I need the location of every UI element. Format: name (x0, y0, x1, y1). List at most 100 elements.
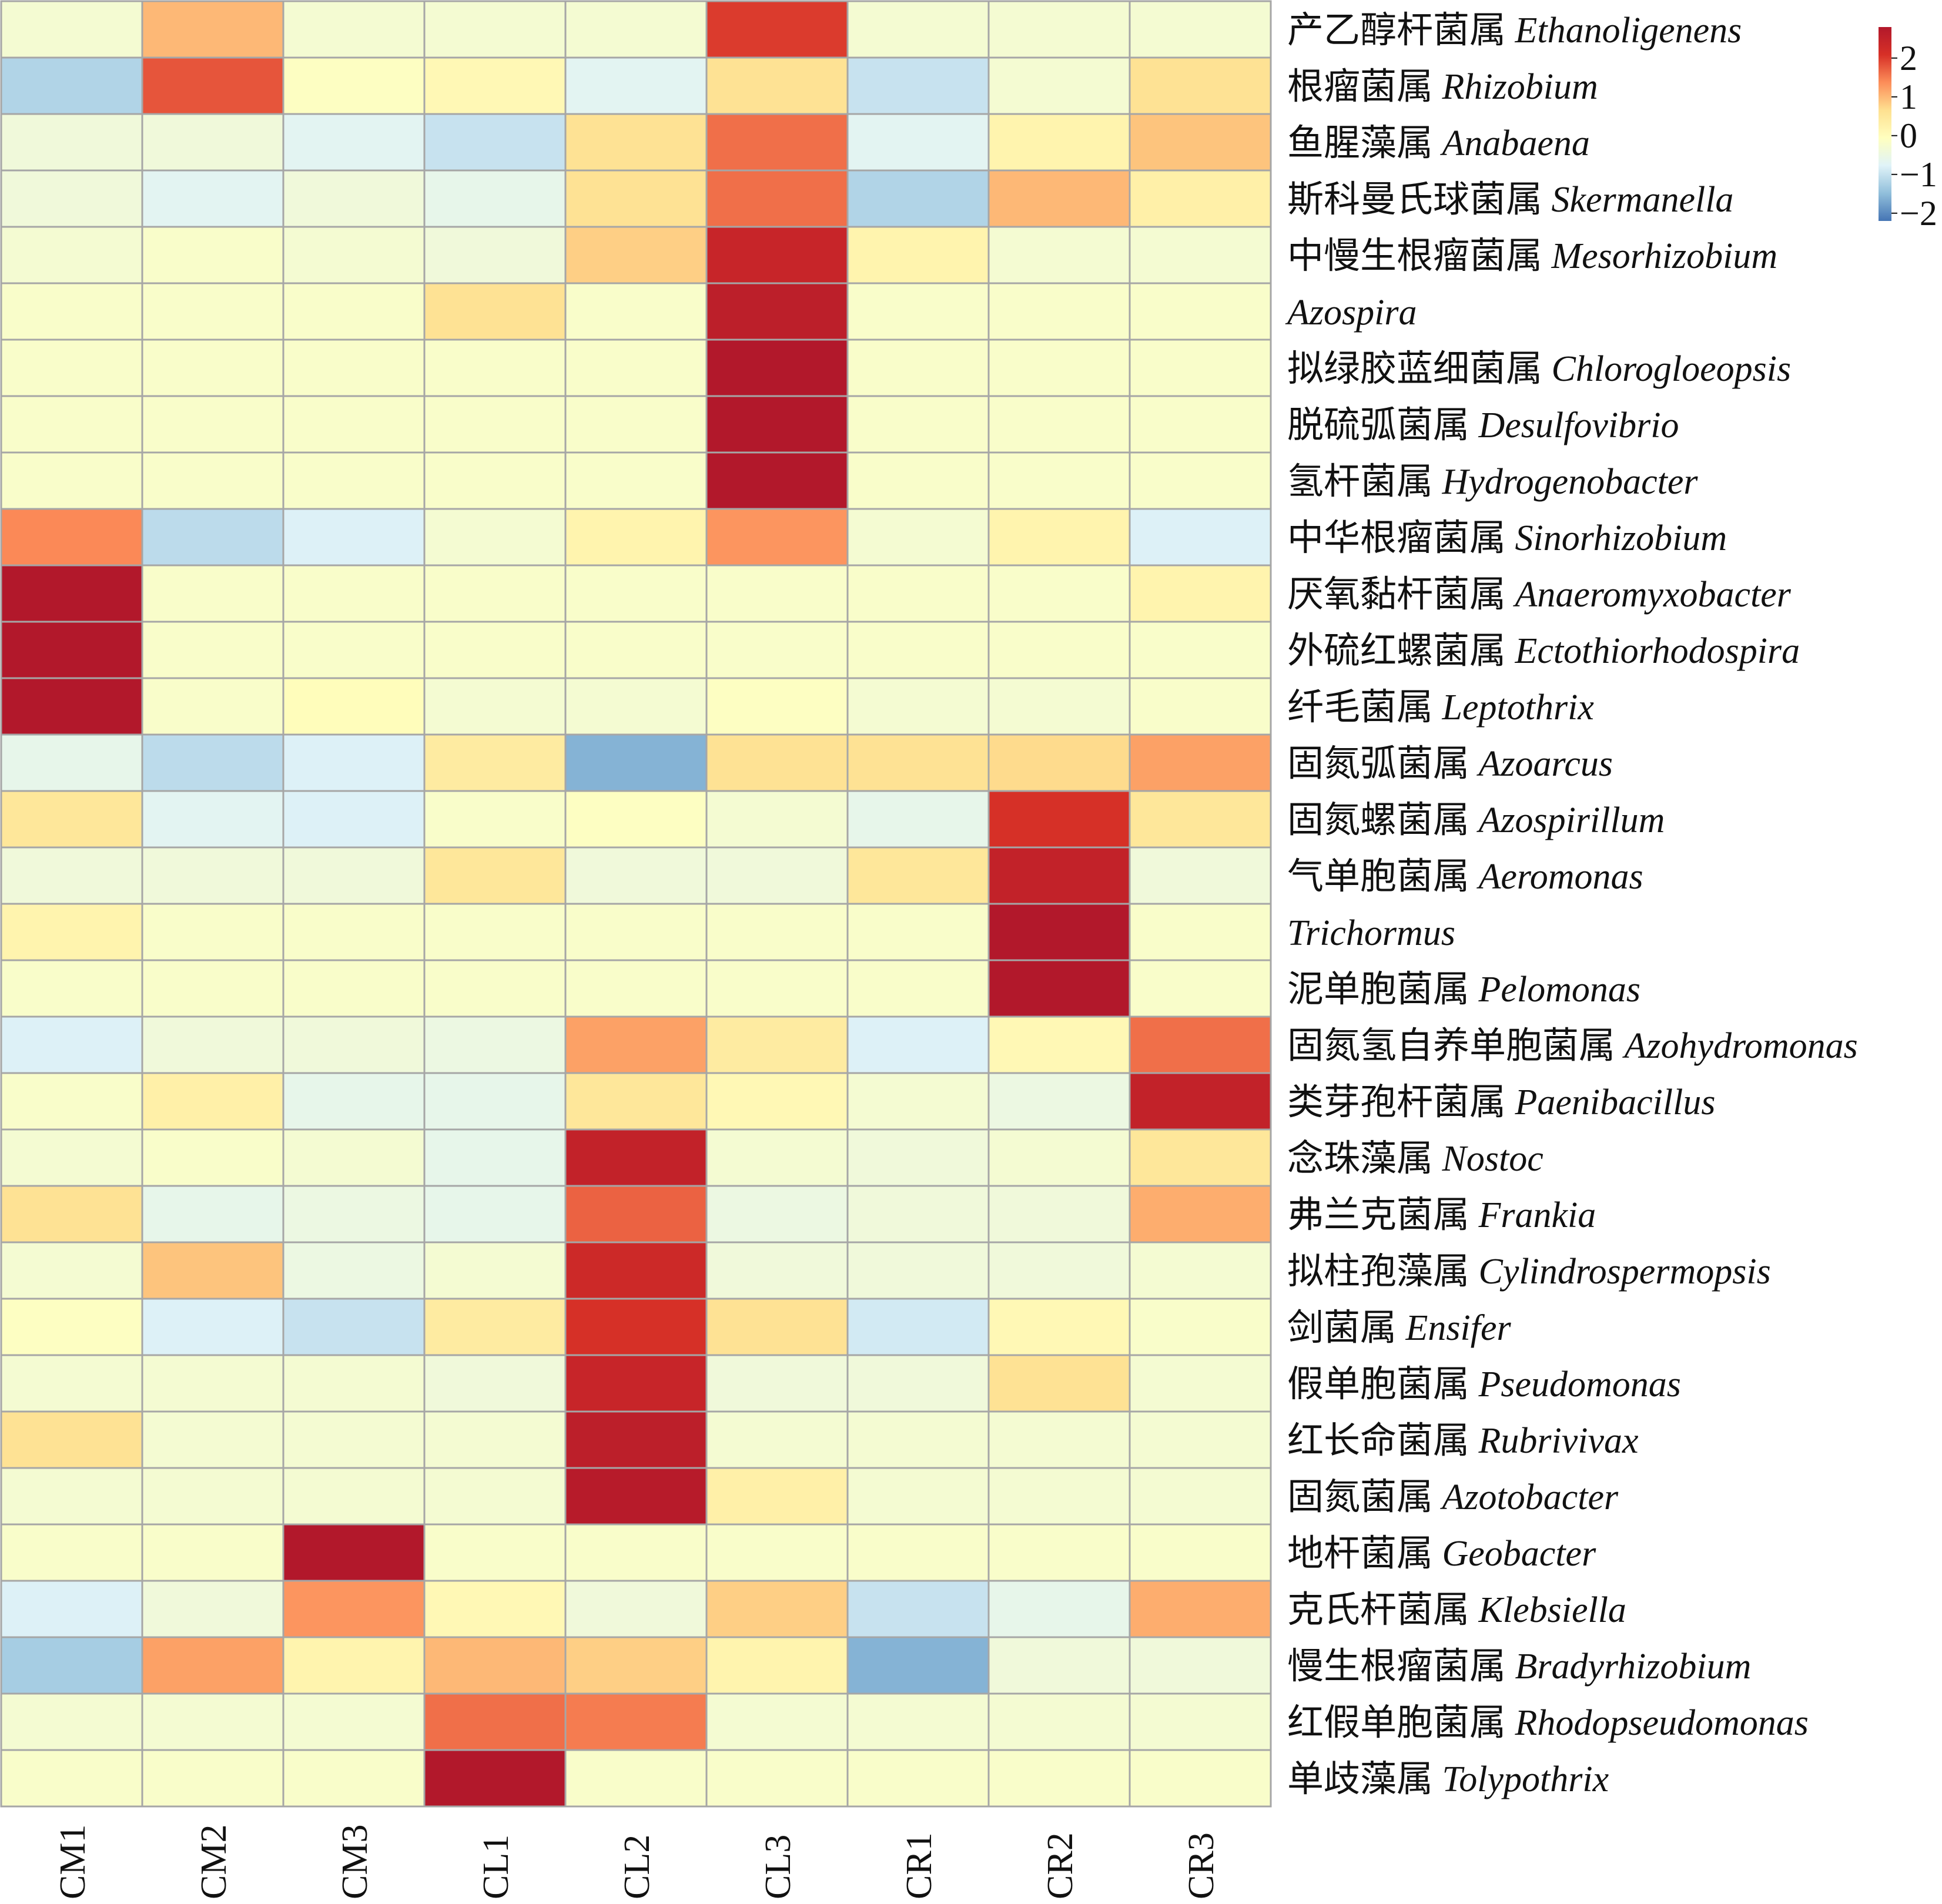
heatmap-cell (1129, 395, 1272, 454)
column-labels: CM1 CM2 CM3 CL1 CL2 CL3 CR1 CR2 CR3 (53, 1825, 1221, 1899)
heatmap-cell (1129, 226, 1272, 284)
heatmap-cell (564, 903, 708, 961)
heatmap-cell (282, 1241, 426, 1300)
row-label: 固氮弧菌属 Azoarcus (1287, 744, 1613, 784)
heatmap-cell (141, 1015, 284, 1074)
row-label: 产乙醇杆菌属 Ethanoligenens (1287, 11, 1742, 51)
heatmap-cell (423, 790, 567, 849)
heatmap-cell (987, 903, 1131, 961)
row-label: 红长命菌属 Rubrivivax (1287, 1421, 1639, 1461)
heatmap-cell (141, 113, 284, 172)
heatmap-cell (141, 1410, 284, 1469)
heatmap-cell (141, 338, 284, 397)
heatmap-cell (282, 282, 426, 341)
heatmap-cell (141, 1692, 284, 1751)
heatmap-cell (423, 1241, 567, 1300)
heatmap-cell (1129, 0, 1272, 59)
legend-tick-label: −2 (1900, 194, 1937, 233)
heatmap-cell (0, 1692, 143, 1751)
row-label: 鱼腥藻属 Anabaena (1287, 123, 1590, 163)
heatmap-cell (987, 846, 1131, 905)
heatmap-cell (0, 846, 143, 905)
heatmap-cell (846, 1128, 990, 1187)
heatmap-cell (705, 1749, 849, 1808)
heatmap-cell (1129, 1072, 1272, 1131)
heatmap-cell (423, 1128, 567, 1187)
heatmap-cell (1129, 1015, 1272, 1074)
heatmap-cell (0, 113, 143, 172)
heatmap-cell (0, 338, 143, 397)
heatmap-cell (423, 1692, 567, 1751)
heatmap-cell (705, 1410, 849, 1469)
row-label: 中华根瘤菌属 Sinorhizobium (1287, 518, 1727, 558)
heatmap-cell (423, 1072, 567, 1131)
column-label: CR3 (1181, 1832, 1221, 1899)
heatmap-cell (987, 1523, 1131, 1582)
heatmap-cell (705, 903, 849, 961)
heatmap-cell (705, 677, 849, 736)
heatmap-cell (0, 1128, 143, 1187)
heatmap-cell (141, 169, 284, 228)
heatmap-cell (423, 846, 567, 905)
heatmap-cell (282, 56, 426, 115)
heatmap-cell (282, 508, 426, 566)
heatmap-cell (141, 282, 284, 341)
heatmap-cell (141, 1523, 284, 1582)
heatmap-cell (423, 282, 567, 341)
heatmap-cell (846, 282, 990, 341)
heatmap-cell (141, 1749, 284, 1808)
heatmap-cell (141, 226, 284, 284)
heatmap-cell (0, 395, 143, 454)
heatmap-cell (705, 1128, 849, 1187)
heatmap-cell (1129, 1636, 1272, 1695)
heatmap-cell (705, 226, 849, 284)
heatmap-cell (141, 1185, 284, 1243)
heatmap-cell (141, 846, 284, 905)
heatmap-cell (282, 1185, 426, 1243)
heatmap-cell (705, 1523, 849, 1582)
heatmap-cell (846, 338, 990, 397)
row-label: 慢生根瘤菌属 Bradyrhizobium (1287, 1647, 1751, 1687)
heatmap-cell (1129, 508, 1272, 566)
heatmap-cell (423, 338, 567, 397)
heatmap-cell (0, 1410, 143, 1469)
heatmap-cell (282, 733, 426, 792)
heatmap-cell (0, 451, 143, 510)
heatmap-cell (0, 1636, 143, 1695)
heatmap-cell (564, 113, 708, 172)
heatmap-cell (564, 1298, 708, 1356)
heatmap-cell (423, 1354, 567, 1413)
heatmap-cell (564, 1636, 708, 1695)
heatmap-cell (1129, 1580, 1272, 1638)
row-label: 拟柱孢藻属 Cylindrospermopsis (1287, 1252, 1771, 1292)
heatmap-cell (423, 451, 567, 510)
heatmap-cell (282, 113, 426, 172)
heatmap-cell (0, 282, 143, 341)
heatmap-cell (0, 959, 143, 1018)
heatmap-cell (846, 1523, 990, 1582)
heatmap-cell (0, 1580, 143, 1638)
heatmap-cell (705, 1072, 849, 1131)
row-label: 外硫红螺菌属 Ectothiorhodospira (1287, 631, 1800, 671)
heatmap-cell (1129, 169, 1272, 228)
heatmap-cells (0, 0, 1272, 1808)
heatmap-cell (282, 395, 426, 454)
heatmap-cell (846, 113, 990, 172)
row-label: 气单胞菌属 Aeromonas (1287, 857, 1643, 897)
heatmap-cell (705, 621, 849, 679)
heatmap-cell (1129, 451, 1272, 510)
heatmap-cell (1129, 903, 1272, 961)
heatmap-cell (846, 621, 990, 679)
heatmap-cell (987, 451, 1131, 510)
heatmap-cell (282, 790, 426, 849)
heatmap-cell (1129, 1692, 1272, 1751)
row-label: 克氏杆菌属 Klebsiella (1287, 1590, 1626, 1630)
heatmap-cell (705, 1636, 849, 1695)
heatmap-cell (1129, 1749, 1272, 1808)
column-label: CM1 (53, 1825, 93, 1899)
heatmap-cell (846, 733, 990, 792)
heatmap-cell (705, 0, 849, 59)
heatmap-cell (0, 1523, 143, 1582)
row-label: 假单胞菌属 Pseudomonas (1287, 1365, 1681, 1404)
heatmap-cell (141, 790, 284, 849)
